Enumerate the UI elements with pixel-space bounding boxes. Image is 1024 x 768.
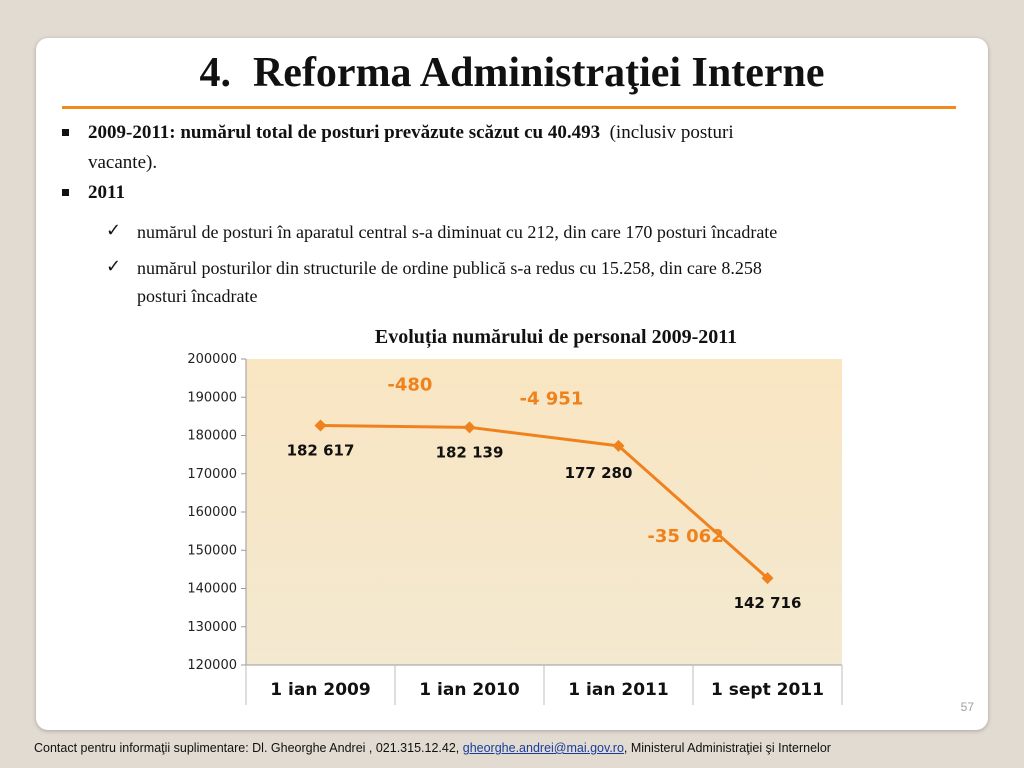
x-tick-label: 1 sept 2011 — [711, 680, 824, 700]
check-icon: ✓ — [106, 256, 122, 277]
bullet-1-normal: (inclusiv posturi — [609, 122, 734, 143]
y-tick-label: 200000 — [187, 352, 237, 367]
data-point-marker — [761, 572, 774, 585]
y-tick-label: 180000 — [187, 429, 237, 444]
series-line — [320, 423, 769, 580]
bullet-1-bold: 2009-2011: numărul total de posturi prev… — [88, 122, 601, 143]
sub-bullet-2-line2: posturi încadrate — [137, 286, 258, 306]
footer: Contact pentru informaţii suplimentare: … — [34, 741, 831, 755]
x-tick-label: 1 ian 2011 — [568, 680, 668, 700]
y-tick-label: 190000 — [187, 390, 237, 405]
data-label: 182 617 — [287, 441, 355, 459]
plot-area — [246, 359, 842, 665]
title-number: 4. — [199, 50, 231, 96]
footer-email-link[interactable]: gheorghe.andrei@mai.gov.ro — [462, 741, 624, 755]
title-divider — [62, 106, 956, 109]
change-label: -480 — [387, 374, 432, 395]
data-label: 142 716 — [734, 594, 802, 612]
y-tick-label: 160000 — [187, 505, 237, 520]
footer-prefix: Contact pentru informaţii suplimentare: … — [34, 741, 460, 755]
bullet-square-icon — [62, 129, 69, 136]
y-tick-label: 150000 — [187, 543, 237, 558]
bullet-2: 2011 — [88, 181, 125, 205]
y-tick-label: 140000 — [187, 582, 237, 597]
page-number: 57 — [960, 700, 974, 714]
bullet-square-icon — [62, 189, 69, 196]
slide-title: 4. Reforma Administraţiei Interne — [0, 48, 1024, 98]
y-tick-label: 120000 — [187, 658, 237, 673]
change-label: -4 951 — [520, 389, 584, 410]
bullet-1-continuation: vacante). — [88, 152, 158, 173]
change-label: -35 062 — [647, 526, 723, 547]
x-tick-label: 1 ian 2010 — [419, 680, 520, 700]
bullet-2-bold: 2011 — [88, 182, 125, 203]
data-point-marker — [612, 439, 625, 452]
bullet-1: 2009-2011: numărul total de posturi prev… — [88, 121, 968, 145]
sub-bullet-1: numărul de posturi în aparatul central s… — [137, 222, 778, 242]
data-point-marker — [463, 421, 476, 434]
title-text: Reforma Administraţiei Interne — [252, 50, 825, 96]
check-icon: ✓ — [106, 220, 122, 241]
x-tick-label: 1 ian 2009 — [270, 680, 370, 700]
footer-suffix: , Ministerul Administraţiei şi Internelo… — [623, 741, 831, 755]
y-tick-label: 170000 — [187, 467, 237, 482]
sub-bullet-2-line1: numărul posturilor din structurile de or… — [137, 258, 762, 278]
data-label: 177 280 — [565, 464, 633, 482]
data-point-marker — [314, 419, 327, 432]
y-tick-label: 130000 — [187, 620, 237, 635]
chart-title: Evoluția numărului de personal 2009-2011 — [374, 326, 738, 348]
data-label: 182 139 — [436, 443, 504, 461]
